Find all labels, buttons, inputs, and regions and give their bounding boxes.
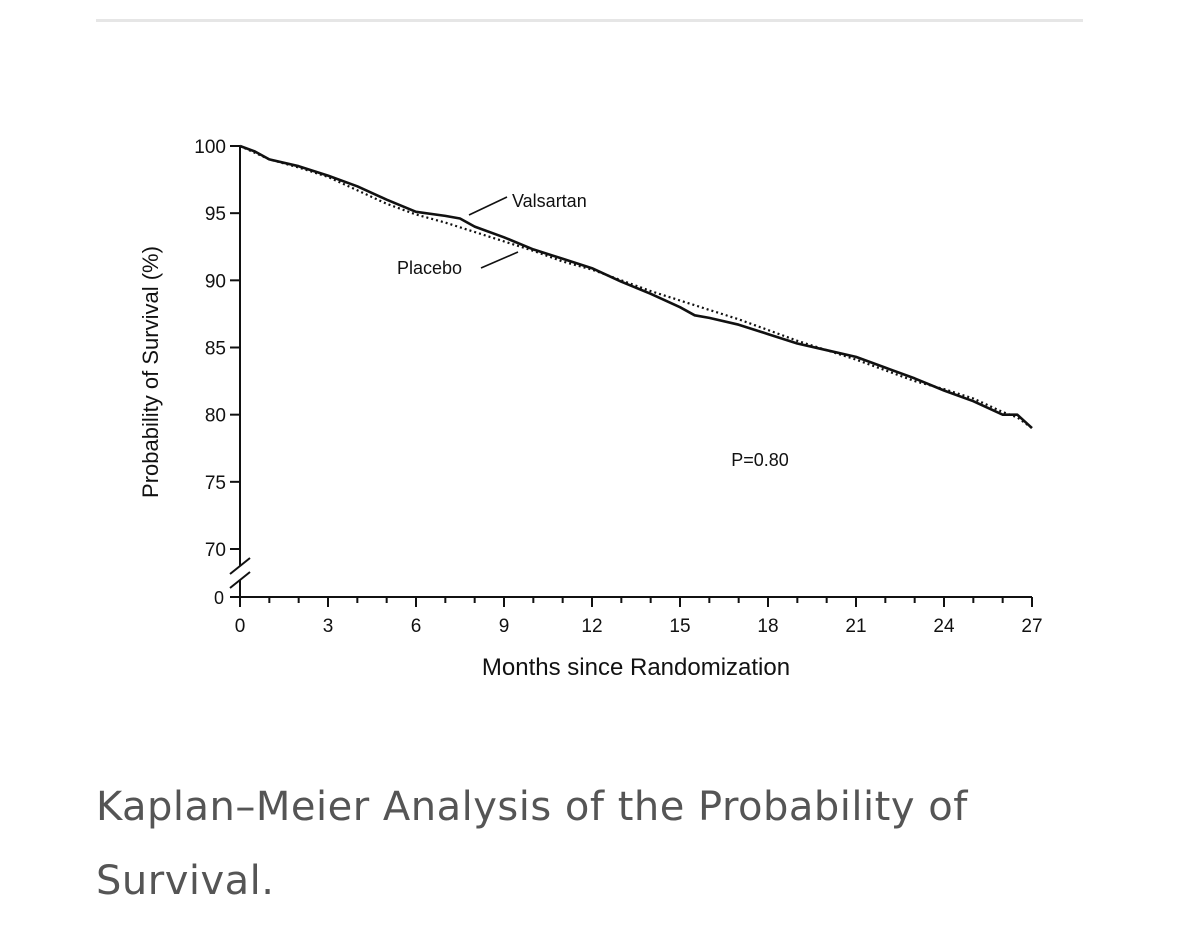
kaplan-meier-chart: 0 70 75 80 85 90 95 100 0 3 6 9 12 15 18 21 24 27 Probabi… bbox=[138, 137, 1043, 681]
x-tick-label: 15 bbox=[669, 616, 690, 637]
y-tick-label: 75 bbox=[205, 473, 226, 494]
x-tick-label: 21 bbox=[845, 616, 866, 637]
series-placebo bbox=[239, 144, 1033, 429]
y-tick-label-zero: 0 bbox=[214, 588, 224, 608]
series-valsartan bbox=[239, 144, 1033, 430]
top-divider bbox=[96, 19, 1083, 22]
placebo-leader-line bbox=[480, 251, 519, 269]
axis-break-mark bbox=[229, 571, 251, 589]
valsartan-leader-line bbox=[468, 196, 508, 216]
y-tick-label: 90 bbox=[205, 271, 226, 292]
figure-caption: Kaplan–Meier Analysis of the Probability… bbox=[96, 784, 968, 904]
x-tick-label: 9 bbox=[499, 616, 510, 637]
x-tick-label: 0 bbox=[235, 616, 246, 637]
y-axis-label: Probability of Survival (%) bbox=[138, 246, 163, 498]
chart-series-layer bbox=[239, 144, 1033, 430]
axis-break-mark bbox=[229, 557, 251, 575]
x-tick-label: 3 bbox=[323, 616, 334, 637]
y-tick-label: 70 bbox=[205, 540, 226, 561]
chart-axes: 0 70 75 80 85 90 95 100 0 3 6 9 12 15 18 21 24 27 bbox=[194, 137, 1042, 637]
x-axis-label: Months since Randomization bbox=[482, 654, 790, 681]
x-tick-label: 27 bbox=[1021, 616, 1042, 637]
y-tick-label: 95 bbox=[205, 204, 226, 225]
series-label-placebo: Placebo bbox=[397, 258, 462, 278]
y-tick-label: 100 bbox=[194, 137, 226, 158]
p-value-annotation: P=0.80 bbox=[731, 450, 789, 470]
x-tick-label: 24 bbox=[933, 616, 955, 637]
x-tick-label: 12 bbox=[581, 616, 602, 637]
y-tick-label: 80 bbox=[205, 406, 226, 427]
x-tick-label: 6 bbox=[411, 616, 422, 637]
chart-labels-layer: Probability of Survival (%) Months since… bbox=[138, 191, 790, 681]
series-label-valsartan: Valsartan bbox=[512, 191, 587, 211]
x-tick-label: 18 bbox=[757, 616, 778, 637]
y-tick-label: 85 bbox=[205, 339, 226, 360]
